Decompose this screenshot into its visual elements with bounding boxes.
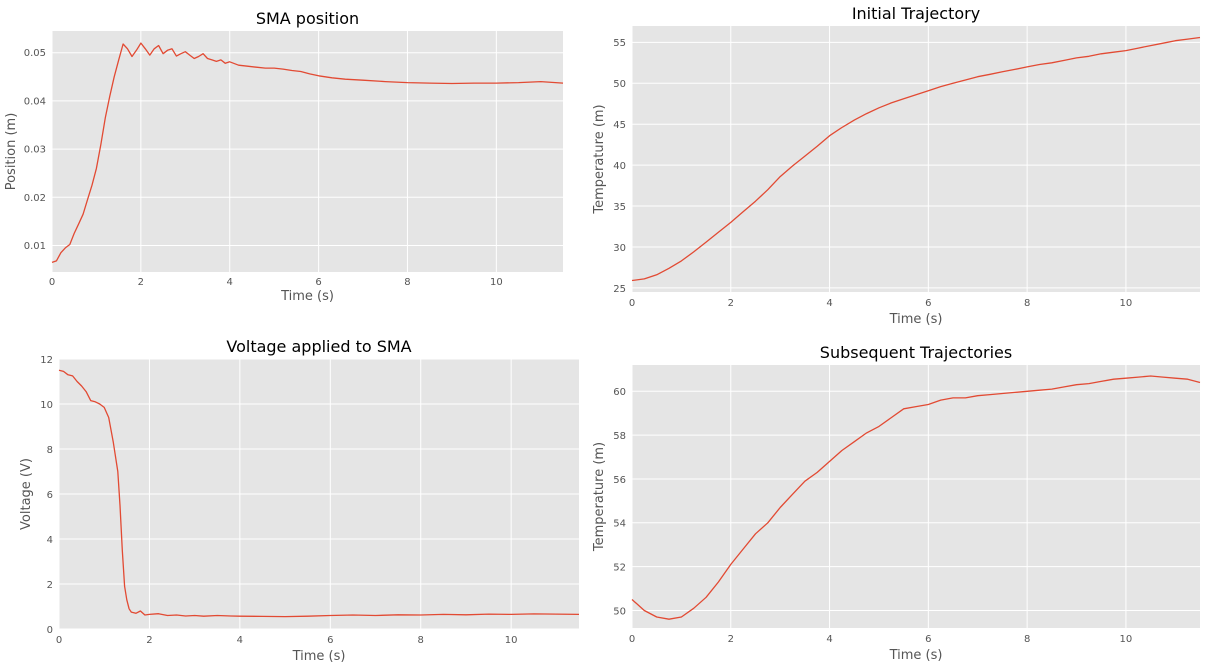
y-tick-label: 58: [613, 431, 626, 442]
y-tick-label: 0.01: [24, 241, 46, 252]
chart-title: Subsequent Trajectories: [820, 343, 1012, 362]
y-tick-label: 25: [613, 284, 626, 295]
x-tick-label: 10: [1120, 634, 1133, 645]
y-tick-label: 2: [47, 580, 53, 591]
y-tick-label: 0.04: [24, 96, 46, 107]
chart-title: Initial Trajectory: [852, 4, 980, 23]
x-tick-label: 2: [728, 634, 734, 645]
x-tick-label: 6: [327, 635, 333, 646]
x-axis-label: Time (s): [292, 649, 346, 664]
y-axis-label: Voltage (V): [19, 458, 34, 530]
y-tick-label: 45: [613, 120, 626, 131]
x-tick-label: 6: [925, 634, 931, 645]
x-tick-label: 2: [728, 298, 734, 309]
y-tick-label: 54: [613, 519, 626, 530]
y-tick-label: 0.03: [24, 145, 46, 156]
y-tick-label: 4: [47, 535, 53, 546]
chart-0: 0 2 4 6 8 10 0.01 0.02 0.03 0.04 0.05 SMA position T…: [4, 9, 564, 304]
x-tick-label: 0: [49, 277, 55, 288]
y-tick-label: 35: [613, 202, 626, 213]
x-tick-label: 0: [629, 634, 635, 645]
y-tick-label: 50: [613, 606, 626, 617]
y-axis-label: Temperature (m): [592, 104, 607, 214]
y-tick-label: 56: [613, 475, 626, 486]
x-tick-label: 2: [146, 635, 152, 646]
chart-2: 0 2 4 6 8 10 0 2 4 6 8 10 12 Voltage applied to SMA Ti…: [19, 337, 580, 664]
series-line: [631, 36, 1201, 282]
y-tick-label: 0: [47, 625, 53, 636]
series-line: [58, 369, 580, 618]
x-tick-label: 10: [1120, 298, 1133, 309]
y-tick-label: 0.02: [24, 193, 46, 204]
y-tick-label: 55: [613, 38, 626, 49]
y-tick-label: 52: [613, 562, 626, 573]
x-axis-label: Time (s): [280, 289, 334, 304]
y-tick-label: 50: [613, 79, 626, 90]
x-tick-label: 10: [505, 635, 518, 646]
y-axis-label: Position (m): [4, 113, 19, 191]
x-tick-label: 8: [1024, 298, 1030, 309]
x-tick-label: 8: [1024, 634, 1030, 645]
y-tick-label: 8: [47, 445, 53, 456]
x-tick-label: 2: [138, 277, 144, 288]
x-tick-label: 4: [237, 635, 243, 646]
y-tick-label: 0.05: [24, 48, 46, 59]
x-tick-label: 10: [490, 277, 503, 288]
x-tick-label: 0: [629, 298, 635, 309]
y-tick-label: 6: [47, 490, 53, 501]
x-tick-label: 4: [826, 634, 832, 645]
plot-area: [52, 31, 563, 272]
x-tick-label: 8: [404, 277, 410, 288]
x-tick-label: 0: [56, 635, 62, 646]
series-line: [51, 42, 564, 264]
chart-title: SMA position: [256, 9, 359, 28]
plot-area: [632, 365, 1200, 628]
x-tick-label: 8: [418, 635, 424, 646]
x-tick-label: 4: [826, 298, 832, 309]
plot-area: [632, 26, 1200, 292]
x-axis-label: Time (s): [889, 648, 943, 663]
series-line: [631, 375, 1201, 620]
chart-3: 0 2 4 6 8 10 50 52 54 56 58 60 Subsequent Trajectori…: [592, 343, 1201, 663]
x-tick-label: 6: [315, 277, 321, 288]
y-axis-label: Temperature (m): [592, 442, 607, 552]
x-tick-label: 4: [227, 277, 233, 288]
chart-title: Voltage applied to SMA: [226, 337, 411, 356]
x-tick-label: 6: [925, 298, 931, 309]
y-tick-label: 60: [613, 387, 626, 398]
x-axis-label: Time (s): [889, 312, 943, 327]
chart-1: 0 2 4 6 8 10 25 30 35 40 45 50 55 Initial Trajectory T…: [592, 4, 1201, 327]
y-tick-label: 12: [40, 355, 53, 366]
y-tick-label: 40: [613, 161, 626, 172]
y-tick-label: 30: [613, 243, 626, 254]
y-tick-label: 10: [40, 400, 53, 411]
